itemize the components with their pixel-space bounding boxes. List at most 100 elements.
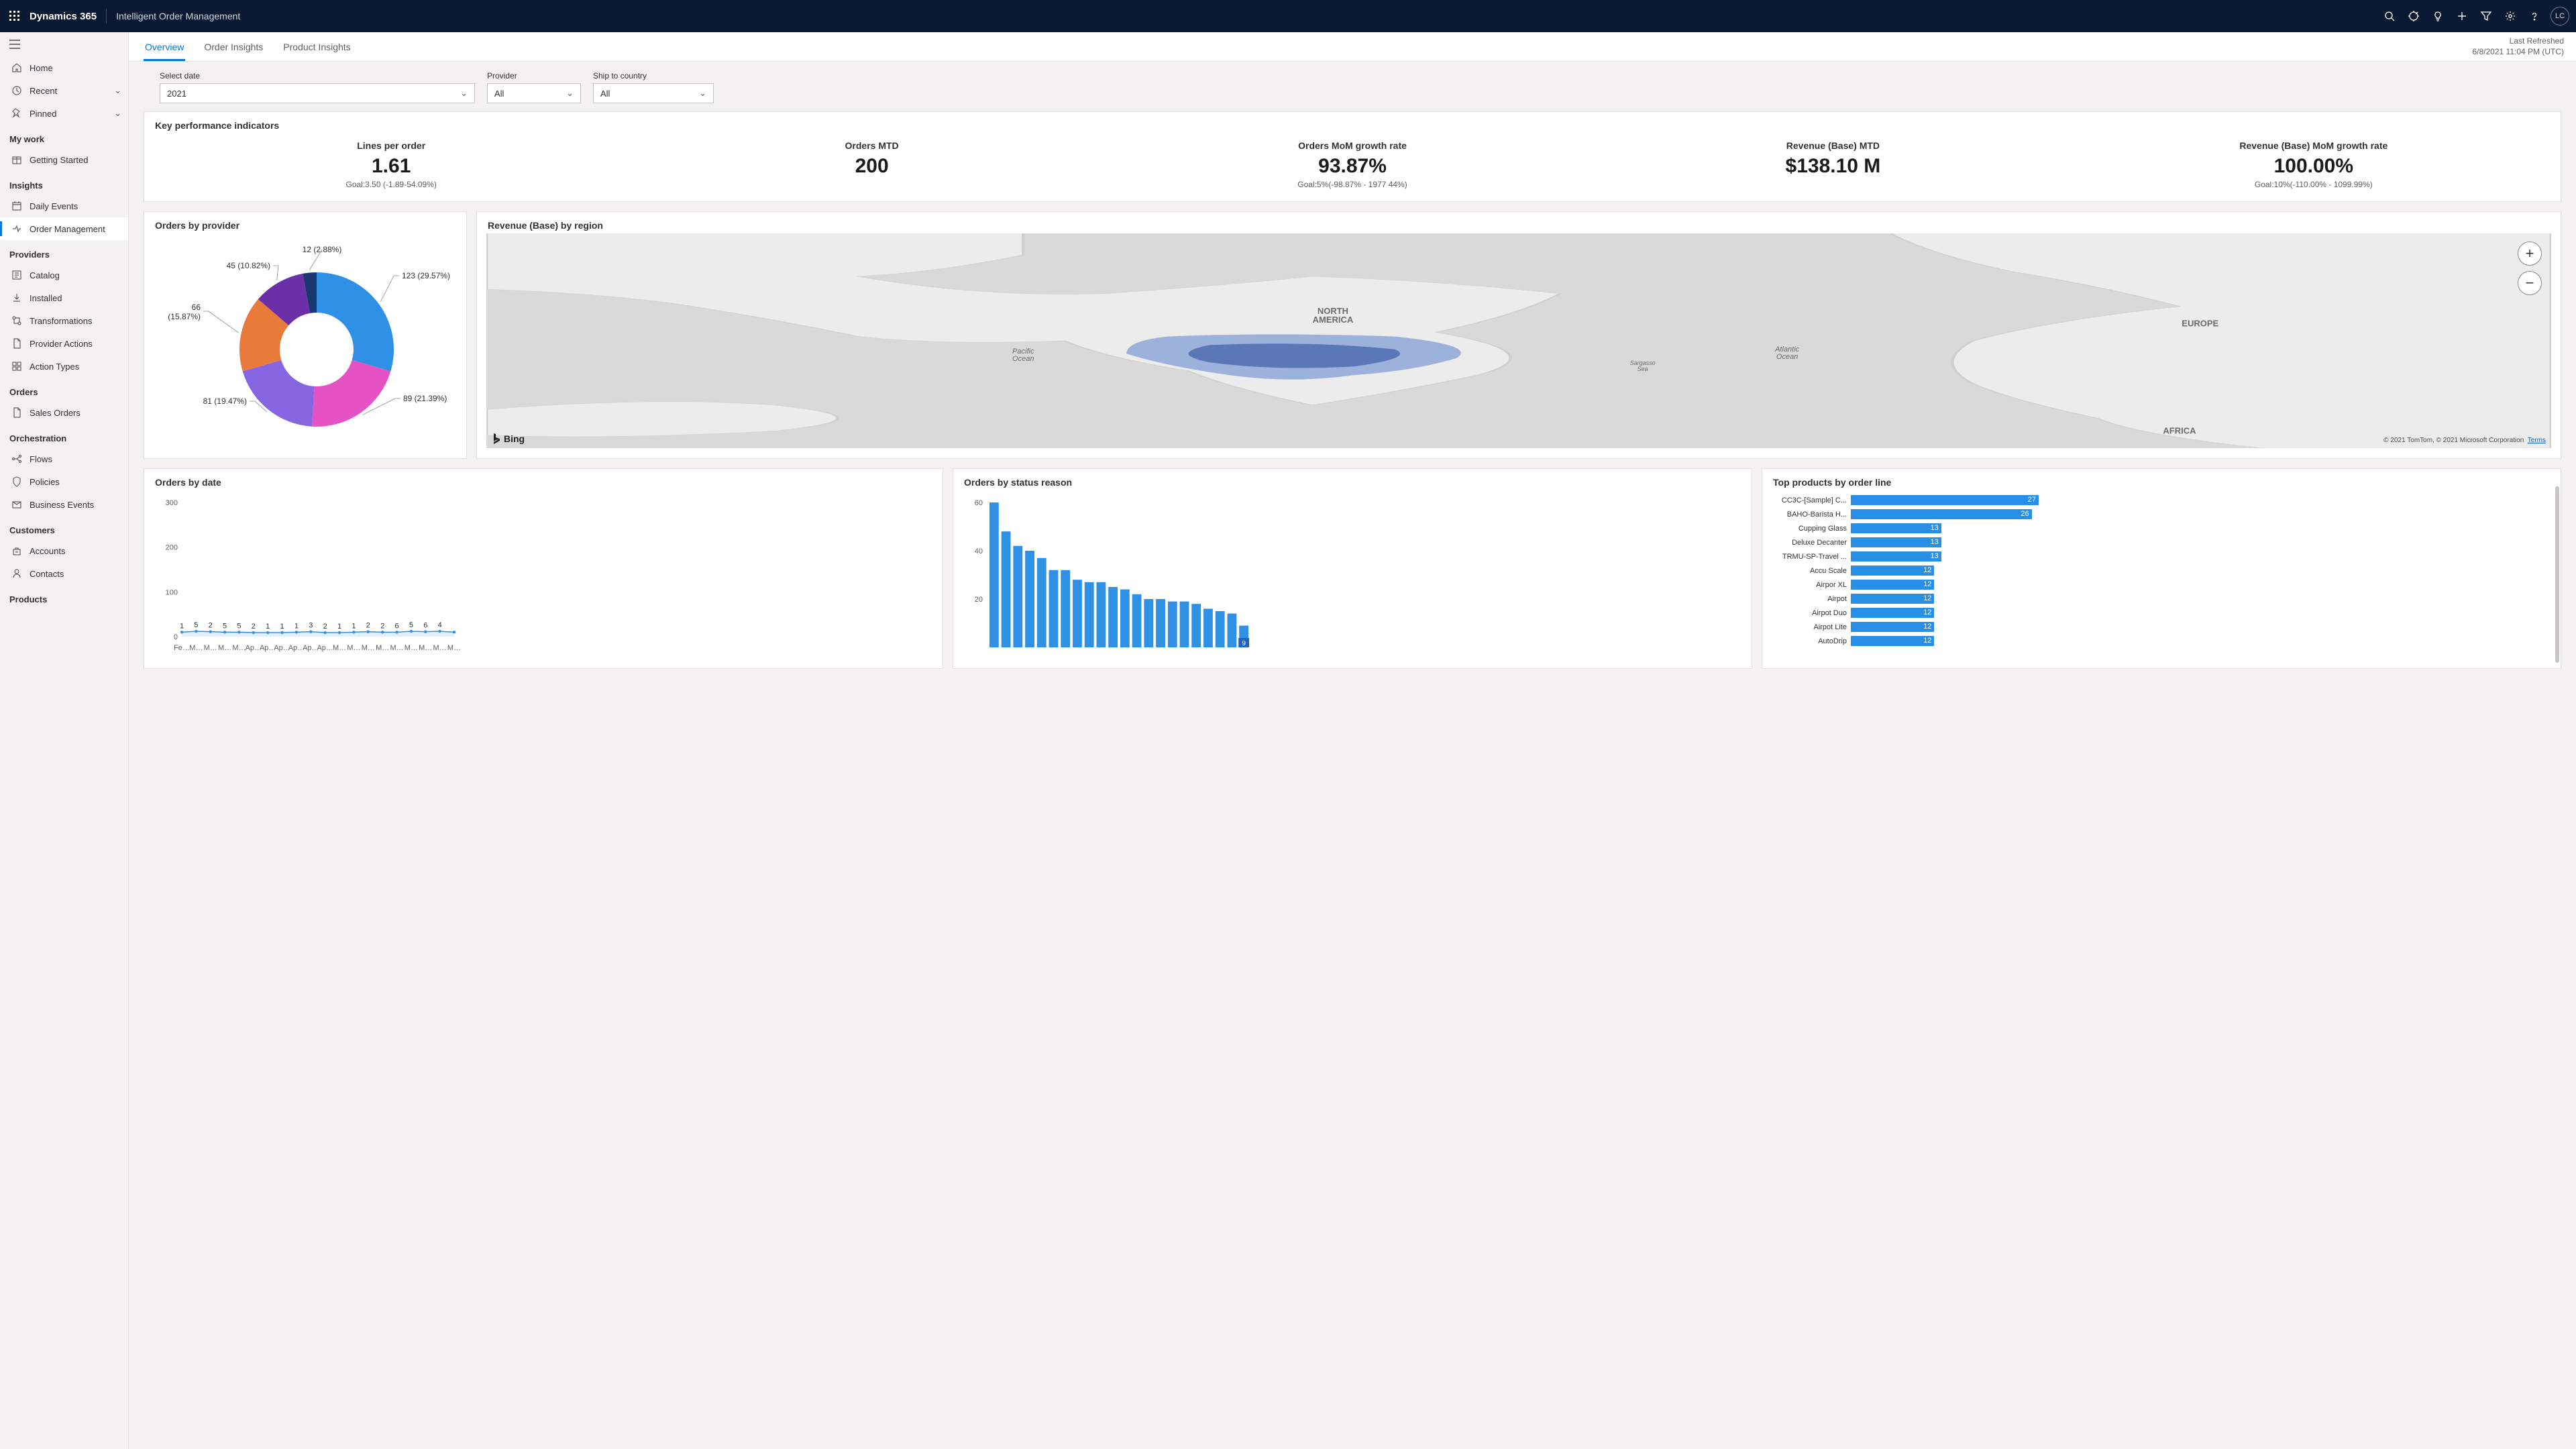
sidebar-item-catalog[interactable]: Catalog — [0, 264, 128, 286]
hbar: 12 — [1851, 608, 1934, 618]
kpi-card: Key performance indicators Lines per ord… — [144, 111, 2561, 202]
zoom-in-button[interactable]: + — [2518, 241, 2542, 266]
filter-date-select[interactable]: 2021 ⌄ — [160, 83, 475, 103]
sidebar-item-business-events[interactable]: Business Events — [0, 493, 128, 516]
sidebar-item-flows[interactable]: Flows — [0, 447, 128, 470]
hbar-label: Airpot Duo — [1770, 609, 1851, 617]
hbar-value: 12 — [1923, 636, 1931, 646]
sidebar-item-label: Business Events — [30, 500, 94, 510]
sidebar-item-home[interactable]: Home — [0, 56, 128, 79]
svg-text:81 (19.47%): 81 (19.47%) — [203, 396, 247, 406]
map[interactable]: + − Bing © 2021 TomTom, © 2021 Microsoft… — [486, 233, 2551, 448]
hbar-label: Deluxe Decanter — [1770, 539, 1851, 547]
app-launcher-icon[interactable] — [7, 8, 23, 24]
map-title: Revenue (Base) by region — [477, 212, 2561, 233]
sidebar-item-installed[interactable]: Installed — [0, 286, 128, 309]
svg-text:6: 6 — [423, 622, 427, 630]
sidebar-item-contacts[interactable]: Contacts — [0, 562, 128, 585]
map-card: Revenue (Base) by region + − Bing © 2021… — [476, 211, 2561, 459]
map-label: NORTHAMERICA — [1313, 307, 1354, 324]
svg-text:66: 66 — [192, 303, 201, 312]
svg-text:M…: M… — [376, 644, 389, 652]
map-attribution: © 2021 TomTom, © 2021 Microsoft Corporat… — [2383, 437, 2546, 444]
hbar: 12 — [1851, 622, 1934, 632]
tab-overview[interactable]: Overview — [144, 35, 185, 61]
sidebar-item-getting-started[interactable]: Getting Started — [0, 148, 128, 171]
svg-text:1: 1 — [180, 622, 184, 630]
contact-icon — [11, 568, 23, 580]
sidebar-item-transformations[interactable]: Transformations — [0, 309, 128, 332]
tabbar: OverviewOrder InsightsProduct Insights L… — [129, 32, 2576, 62]
sidebar-item-label: Getting Started — [30, 155, 88, 165]
gear-icon[interactable] — [2498, 0, 2522, 32]
sidebar-item-order-management[interactable]: Order Management — [0, 217, 128, 240]
donut-chart: 123 (29.57%)89 (21.39%)81 (19.47%)(15.87… — [152, 239, 458, 447]
search-icon[interactable] — [2377, 0, 2402, 32]
sidebar-toggle[interactable] — [0, 32, 128, 56]
vertical-scrollbar[interactable] — [2555, 486, 2559, 663]
kpi: Orders MTD 200 — [631, 140, 1112, 189]
sidebar-item-accounts[interactable]: Accounts — [0, 539, 128, 562]
sidebar-section: Providers — [0, 240, 128, 264]
sidebar-section: Products — [0, 585, 128, 608]
hbar-label: CC3C-[Sample] C... — [1770, 496, 1851, 504]
transform-icon — [11, 315, 23, 327]
tab-product-insights[interactable]: Product Insights — [282, 35, 352, 61]
filter-ship-select[interactable]: All ⌄ — [593, 83, 714, 103]
plus-icon[interactable] — [2450, 0, 2474, 32]
kpi-label: Orders MTD — [631, 140, 1112, 151]
sidebar-item-provider-actions[interactable]: Provider Actions — [0, 332, 128, 355]
svg-text:M…: M… — [433, 644, 447, 652]
svg-text:Ap…: Ap… — [317, 644, 333, 652]
sidebar-item-label: Accounts — [30, 546, 65, 556]
filter-provider-select[interactable]: All ⌄ — [487, 83, 581, 103]
target-icon[interactable] — [2402, 0, 2426, 32]
sidebar-item-policies[interactable]: Policies — [0, 470, 128, 493]
hbar-value: 12 — [1923, 622, 1931, 632]
hbar: 12 — [1851, 580, 1934, 590]
donut-card: Orders by provider 123 (29.57%)89 (21.39… — [144, 211, 467, 459]
hbar-row: Airpot 12 — [1770, 592, 2553, 606]
account-icon — [11, 545, 23, 557]
map-label: AtlanticOcean — [1775, 346, 1799, 361]
hbar-row: CC3C-[Sample] C... 27 — [1770, 493, 2553, 507]
app-subtitle: Intelligent Order Management — [116, 11, 240, 21]
lightbulb-icon[interactable] — [2426, 0, 2450, 32]
topbar-divider — [106, 9, 107, 23]
svg-text:2: 2 — [380, 622, 384, 630]
user-avatar[interactable]: LC — [2551, 7, 2569, 25]
filter-icon[interactable] — [2474, 0, 2498, 32]
hbar-row: Cupping Glass 13 — [1770, 521, 2553, 535]
zoom-out-button[interactable]: − — [2518, 271, 2542, 295]
sidebar-item-label: Catalog — [30, 270, 60, 280]
sidebar-item-recent[interactable]: Recent⌄ — [0, 79, 128, 102]
hbar: 12 — [1851, 636, 1934, 646]
tab-order-insights[interactable]: Order Insights — [203, 35, 264, 61]
hbar-value: 13 — [1931, 537, 1939, 547]
sidebar-section: Orchestration — [0, 424, 128, 447]
sidebar-section: Customers — [0, 516, 128, 539]
map-label: SargassoSea — [1630, 360, 1656, 372]
hbar-row: TRMU-SP-Travel ... 13 — [1770, 549, 2553, 564]
kpi-label: Orders MoM growth rate — [1112, 140, 1593, 151]
hbar-row: BAHO-Barista H... 26 — [1770, 507, 2553, 521]
svg-text:M…: M… — [390, 644, 403, 652]
hbar: 13 — [1851, 551, 1941, 561]
sidebar-item-pinned[interactable]: Pinned⌄ — [0, 102, 128, 125]
chevron-down-icon: ⌄ — [460, 88, 468, 99]
kpi: Revenue (Base) MTD $138.10 M — [1593, 140, 2073, 189]
svg-text:1: 1 — [294, 622, 299, 630]
hbar-row: AutoDrip 12 — [1770, 634, 2553, 648]
help-icon[interactable] — [2522, 0, 2546, 32]
svg-text:45 (10.82%): 45 (10.82%) — [227, 261, 270, 270]
kpi-value: 93.87% — [1112, 155, 1593, 177]
sidebar: HomeRecent⌄Pinned⌄My workGetting Started… — [0, 32, 129, 1449]
svg-text:20: 20 — [975, 596, 983, 604]
sidebar-item-action-types[interactable]: Action Types — [0, 355, 128, 378]
map-terms-link[interactable]: Terms — [2528, 437, 2546, 444]
sidebar-item-daily-events[interactable]: Daily Events — [0, 195, 128, 217]
kpi-goal: Goal:3.50 (-1.89-54.09%) — [151, 180, 631, 189]
chevron-down-icon: ⌄ — [114, 85, 121, 96]
catalog-icon — [11, 269, 23, 281]
sidebar-item-sales-orders[interactable]: Sales Orders — [0, 401, 128, 424]
